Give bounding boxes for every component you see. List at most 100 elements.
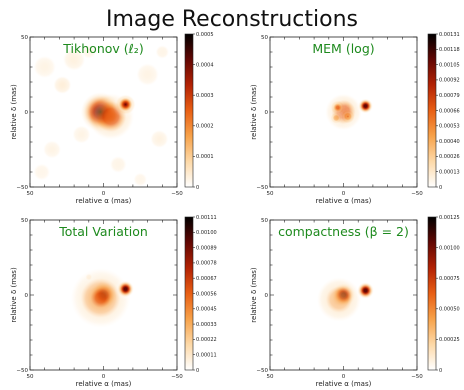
colorbar-tick-label: 0.00066 xyxy=(439,108,460,114)
tick-marks xyxy=(269,219,418,371)
colorbar-tick-label: 0.0001 xyxy=(196,154,214,160)
colorbar-tick-label: 0.00131 xyxy=(439,32,460,38)
colorbar-tick-label: 0.00011 xyxy=(196,353,217,359)
x-tick-label: −50 xyxy=(171,374,183,380)
emission-blob xyxy=(141,121,177,157)
y-tick-label: 0 xyxy=(265,293,269,299)
emission-blob xyxy=(112,91,139,118)
emission-blob xyxy=(75,263,103,291)
emission-blob xyxy=(49,284,85,321)
colorbar-tick-label: 0.00078 xyxy=(196,261,217,267)
x-tick-label: 0 xyxy=(342,191,346,197)
colorbar-tick-label: 0.00040 xyxy=(439,139,460,145)
emission-map xyxy=(319,87,376,137)
emission-blob xyxy=(327,109,345,127)
x-tick-label: −50 xyxy=(171,191,183,197)
colorbar-tick-label: 0.00025 xyxy=(439,337,460,343)
colorbar xyxy=(427,216,437,371)
colorbar-tick-label: 0 xyxy=(439,185,442,191)
colorbar-tick-label: 0 xyxy=(196,368,199,374)
y-axis-label: relative δ (mas) xyxy=(10,84,18,140)
colorbar-tick-label: 0.00118 xyxy=(439,47,460,53)
x-tick-label: 50 xyxy=(267,191,274,197)
colorbar-tick-label: 0 xyxy=(439,368,442,374)
x-tick-label: 0 xyxy=(102,374,106,380)
emission-blob xyxy=(308,304,335,331)
emission-map xyxy=(300,259,377,335)
colorbar-tick-label: 0.00075 xyxy=(439,276,460,282)
colorbar-tick-label: 0.00092 xyxy=(439,78,460,84)
y-axis-label: relative δ (mas) xyxy=(10,267,18,323)
y-tick-label: 50 xyxy=(261,35,268,41)
emission-blob xyxy=(30,44,67,90)
y-axis-label: relative δ (mas) xyxy=(250,84,258,140)
emission-blob xyxy=(71,37,107,70)
tick-marks xyxy=(29,219,178,371)
y-tick-label: −50 xyxy=(16,185,28,191)
colorbar xyxy=(184,216,194,371)
y-tick-label: 0 xyxy=(265,110,269,116)
colorbar-tick-label: 0 xyxy=(196,185,199,191)
y-tick-label: 50 xyxy=(21,218,28,224)
tick-marks xyxy=(29,36,178,188)
emission-blob xyxy=(122,161,158,187)
emission-blob xyxy=(355,96,376,116)
colorbar-tick-label: 0.00050 xyxy=(439,307,460,313)
colorbar-tick-label: 0.0003 xyxy=(196,93,214,99)
colorbar-tick-label: 0.00100 xyxy=(196,230,217,236)
panel-title: Tikhonov (ℓ₂) xyxy=(62,41,143,56)
x-axis-label: relative α (mas) xyxy=(76,197,132,205)
colorbar-tick-label: 0.00045 xyxy=(196,307,217,313)
x-tick-label: 0 xyxy=(342,374,346,380)
panel-title: Total Variation xyxy=(58,224,148,239)
emission-blob xyxy=(354,279,377,302)
x-tick-label: 50 xyxy=(267,374,274,380)
x-tick-label: 0 xyxy=(102,191,106,197)
emission-blob xyxy=(30,149,64,187)
emission-map xyxy=(30,37,177,187)
y-tick-label: −50 xyxy=(256,185,268,191)
colorbar-tick-label: 0.00067 xyxy=(196,276,217,282)
x-axis-label: relative α (mas) xyxy=(316,380,372,388)
figure-title: Image Reconstructions xyxy=(106,7,358,32)
colorbar-tick-label: 0.00100 xyxy=(439,245,460,251)
x-axis-label: relative α (mas) xyxy=(76,380,132,388)
tick-marks xyxy=(269,36,418,188)
y-tick-label: −50 xyxy=(16,368,28,374)
colorbar-tick-label: 0.00079 xyxy=(439,93,460,99)
colorbar-tick-label: 0.00022 xyxy=(196,337,217,343)
x-tick-label: −50 xyxy=(411,191,423,197)
x-tick-label: 50 xyxy=(27,191,34,197)
colorbar xyxy=(427,33,437,188)
y-tick-label: 50 xyxy=(21,35,28,41)
y-tick-label: 0 xyxy=(25,110,29,116)
x-tick-label: −50 xyxy=(411,374,423,380)
colorbar-tick-label: 0.00125 xyxy=(439,215,460,221)
colorbar-tick-label: 0.00026 xyxy=(439,154,460,160)
panel-title: compactness (β = 2) xyxy=(278,224,409,239)
colorbar-tick-label: 0.00013 xyxy=(439,170,460,176)
x-tick-label: 50 xyxy=(27,374,34,380)
panel-title: MEM (log) xyxy=(312,41,374,56)
colorbar-tick-label: 0.00033 xyxy=(196,322,217,328)
colorbar-tick-label: 0.00111 xyxy=(196,215,217,221)
emission-blob xyxy=(300,259,328,286)
colorbar-tick-label: 0.00056 xyxy=(196,291,217,297)
emission-map xyxy=(49,258,141,338)
y-axis-label: relative δ (mas) xyxy=(250,267,258,323)
y-tick-label: 0 xyxy=(25,293,29,299)
emission-blob xyxy=(144,37,177,70)
colorbar-tick-label: 0.0002 xyxy=(196,124,214,130)
colorbar-tick-label: 0.00105 xyxy=(439,62,460,68)
colorbar xyxy=(184,33,194,188)
colorbar-tick-label: 0.0004 xyxy=(196,62,214,68)
y-tick-label: −50 xyxy=(256,368,268,374)
emission-blob xyxy=(114,277,137,301)
colorbar-tick-label: 0.00089 xyxy=(196,245,217,251)
